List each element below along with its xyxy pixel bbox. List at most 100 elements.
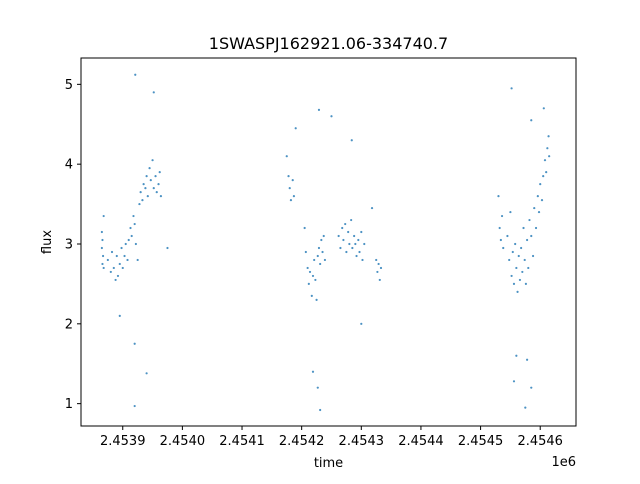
data-point <box>527 266 530 270</box>
data-point <box>354 242 357 246</box>
data-point <box>375 258 378 262</box>
data-point <box>528 218 531 222</box>
data-point <box>520 246 523 250</box>
data-point <box>506 234 509 238</box>
data-point <box>115 254 118 258</box>
data-point <box>361 258 364 262</box>
data-point <box>287 175 290 178</box>
data-point <box>133 342 136 345</box>
y-axis-ticks: 1 2 3 4 5 <box>65 78 81 412</box>
data-point <box>351 246 354 250</box>
data-point <box>500 214 504 218</box>
data-point <box>526 238 529 242</box>
data-point <box>499 238 502 242</box>
data-point <box>357 238 360 242</box>
data-point <box>157 183 160 186</box>
data-point <box>152 187 155 190</box>
data-point <box>142 183 145 186</box>
x-tick-label: 2.4542 <box>279 434 325 449</box>
data-point <box>323 258 327 262</box>
data-point <box>154 175 157 178</box>
data-point <box>313 258 316 262</box>
data-point <box>355 254 358 258</box>
data-point <box>534 226 538 230</box>
data-point <box>144 187 147 190</box>
data-point <box>321 250 324 254</box>
data-point <box>509 210 512 214</box>
data-point <box>319 408 322 412</box>
data-point <box>311 274 315 278</box>
data-point <box>370 206 374 210</box>
data-point <box>124 242 127 246</box>
data-point <box>502 246 505 250</box>
data-point <box>526 358 529 361</box>
data-point <box>536 195 539 198</box>
data-point <box>531 254 535 258</box>
y-tick-label: 5 <box>65 78 73 93</box>
data-point <box>378 278 381 282</box>
data-point <box>120 246 123 250</box>
data-point <box>360 230 363 234</box>
y-tick-label: 1 <box>65 397 73 412</box>
data-point <box>330 115 333 118</box>
data-point <box>317 108 321 111</box>
data-point <box>363 242 366 246</box>
plot-frame <box>80 57 577 427</box>
data-point <box>317 246 321 250</box>
data-point <box>310 294 313 297</box>
data-point <box>155 191 158 194</box>
x-tick-label: 2.4544 <box>398 434 444 449</box>
data-point <box>132 214 135 218</box>
data-point <box>376 270 379 274</box>
data-point <box>112 266 115 270</box>
data-point <box>516 290 519 293</box>
data-point <box>159 195 163 198</box>
data-point <box>540 198 544 202</box>
data-point <box>289 198 293 202</box>
y-tick-label: 2 <box>65 317 73 332</box>
data-point <box>109 270 112 274</box>
x-tick-label: 2.4546 <box>517 434 563 449</box>
data-point <box>543 159 547 162</box>
data-point <box>148 167 151 170</box>
y-tick-label: 4 <box>65 158 73 173</box>
data-point <box>118 262 121 266</box>
data-point <box>530 386 533 389</box>
data-point <box>339 246 342 250</box>
data-point <box>510 87 513 90</box>
data-point <box>521 270 524 274</box>
data-point <box>360 322 363 325</box>
x-tick-label: 2.4539 <box>100 434 146 449</box>
data-point <box>379 266 383 270</box>
data-point <box>285 155 288 158</box>
data-point <box>344 222 347 226</box>
data-point <box>138 202 141 206</box>
data-point <box>145 175 148 178</box>
x-tick-label: 2.4545 <box>458 434 504 449</box>
data-point <box>149 179 152 182</box>
data-point <box>158 171 161 174</box>
data-point <box>121 266 124 270</box>
data-point <box>133 404 136 408</box>
data-point <box>524 282 528 286</box>
data-point <box>353 234 356 238</box>
data-point <box>294 127 297 130</box>
data-point <box>118 314 121 317</box>
data-point <box>511 250 514 254</box>
data-point <box>345 250 348 254</box>
data-point <box>377 262 380 266</box>
data-point <box>304 250 307 254</box>
data-point <box>100 230 103 234</box>
y-tick-label: 3 <box>65 237 73 252</box>
data-point <box>530 119 533 122</box>
data-point <box>139 191 142 194</box>
data-point <box>522 226 525 230</box>
data-point <box>510 274 513 278</box>
data-point <box>123 254 126 258</box>
data-point <box>537 210 541 214</box>
data-point <box>514 242 517 246</box>
data-point <box>320 238 323 242</box>
data-point <box>303 226 306 230</box>
